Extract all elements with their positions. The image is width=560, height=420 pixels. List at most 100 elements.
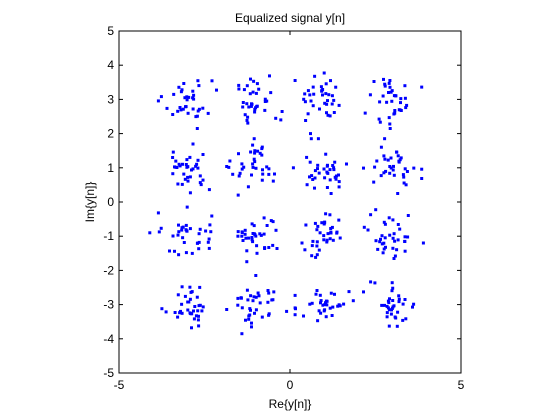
data-point bbox=[387, 324, 391, 328]
data-point bbox=[403, 298, 407, 301]
data-point bbox=[362, 166, 365, 170]
data-point bbox=[246, 298, 250, 302]
data-point bbox=[267, 172, 271, 176]
data-point bbox=[254, 274, 258, 277]
data-point bbox=[420, 85, 424, 89]
data-point bbox=[260, 147, 264, 151]
data-point bbox=[382, 171, 386, 175]
data-point bbox=[391, 168, 395, 172]
data-point bbox=[389, 312, 393, 316]
data-point bbox=[194, 115, 198, 119]
data-point bbox=[245, 102, 249, 106]
data-point bbox=[246, 185, 250, 189]
data-point bbox=[345, 162, 348, 166]
data-point bbox=[188, 297, 192, 301]
data-point bbox=[373, 165, 377, 169]
data-point bbox=[383, 137, 387, 141]
data-point bbox=[255, 82, 259, 86]
data-point bbox=[399, 97, 403, 101]
data-point bbox=[321, 93, 324, 97]
data-point bbox=[383, 84, 387, 88]
data-point bbox=[279, 118, 283, 122]
data-point bbox=[254, 308, 258, 312]
data-point bbox=[209, 230, 213, 234]
data-point bbox=[389, 156, 393, 160]
x-tick-labels: -5 0 5 bbox=[114, 378, 465, 392]
data-point bbox=[192, 97, 196, 101]
data-point bbox=[164, 310, 168, 314]
data-point bbox=[329, 79, 332, 83]
data-point bbox=[247, 317, 251, 321]
data-point bbox=[185, 98, 189, 102]
data-point bbox=[195, 162, 199, 166]
data-point bbox=[373, 281, 377, 285]
data-point bbox=[325, 102, 329, 106]
data-point bbox=[148, 231, 152, 235]
data-point bbox=[240, 332, 244, 336]
data-point bbox=[315, 253, 319, 257]
data-point bbox=[178, 311, 182, 315]
data-point bbox=[395, 150, 399, 154]
data-point bbox=[265, 99, 269, 103]
data-point bbox=[240, 167, 244, 171]
data-point bbox=[190, 312, 194, 316]
data-point bbox=[237, 152, 240, 156]
data-point bbox=[316, 224, 320, 228]
data-point bbox=[404, 106, 408, 110]
data-point bbox=[273, 172, 276, 176]
data-point bbox=[385, 311, 389, 315]
data-point bbox=[308, 160, 312, 164]
x-tick-label: -5 bbox=[114, 378, 125, 392]
data-point bbox=[302, 97, 306, 101]
x-tick-label: 0 bbox=[287, 378, 294, 392]
data-point bbox=[333, 160, 337, 164]
data-point bbox=[208, 223, 212, 227]
data-point bbox=[323, 176, 327, 180]
data-point bbox=[266, 289, 270, 292]
data-point bbox=[309, 137, 313, 141]
data-point bbox=[272, 290, 276, 294]
data-point bbox=[240, 306, 244, 310]
data-point bbox=[326, 232, 330, 236]
data-point bbox=[188, 155, 192, 159]
data-point bbox=[195, 127, 199, 130]
data-point bbox=[393, 109, 397, 112]
y-tick-label: -3 bbox=[103, 298, 114, 312]
data-point bbox=[332, 98, 336, 102]
data-point bbox=[382, 77, 385, 81]
data-point bbox=[387, 81, 391, 85]
data-point bbox=[246, 121, 250, 125]
data-point bbox=[305, 183, 309, 187]
data-point bbox=[330, 225, 334, 229]
data-point bbox=[269, 91, 273, 95]
data-point bbox=[310, 244, 314, 248]
data-point bbox=[259, 233, 263, 237]
data-point bbox=[159, 95, 163, 99]
data-point bbox=[196, 309, 200, 313]
data-point bbox=[187, 300, 191, 304]
data-point bbox=[388, 85, 392, 89]
data-point bbox=[311, 239, 315, 243]
data-point bbox=[177, 162, 181, 166]
data-point bbox=[328, 178, 332, 182]
data-point bbox=[192, 93, 196, 97]
data-point bbox=[326, 163, 329, 167]
data-point bbox=[390, 89, 394, 93]
data-point bbox=[397, 300, 401, 304]
data-point bbox=[325, 240, 329, 244]
data-point bbox=[403, 239, 407, 243]
data-point bbox=[236, 234, 240, 238]
data-point bbox=[404, 183, 408, 187]
data-point bbox=[308, 302, 312, 306]
data-point bbox=[406, 235, 410, 239]
data-point bbox=[392, 164, 395, 168]
data-point bbox=[256, 291, 260, 295]
data-point bbox=[256, 149, 260, 153]
data-point bbox=[253, 110, 257, 114]
data-point bbox=[318, 107, 321, 111]
y-tick-label: -1 bbox=[103, 229, 114, 243]
data-point bbox=[188, 311, 192, 315]
data-point bbox=[380, 234, 384, 238]
data-point bbox=[411, 305, 414, 309]
data-point bbox=[317, 248, 321, 252]
